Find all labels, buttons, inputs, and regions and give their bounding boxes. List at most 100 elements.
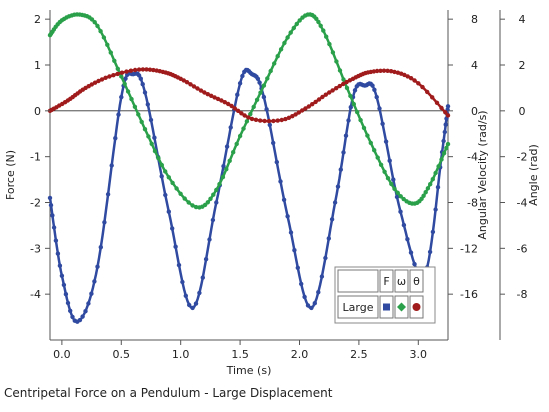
data-point [361, 125, 367, 131]
data-point [275, 54, 280, 59]
data-point [166, 209, 171, 214]
data-point [257, 80, 262, 85]
data-point [378, 162, 384, 167]
data-point [329, 217, 335, 222]
y-tick-label-force: -2 [30, 197, 41, 210]
data-point [184, 80, 190, 85]
y-tick-label-omega: -8 [467, 197, 478, 210]
data-point [195, 86, 200, 91]
data-point [313, 99, 318, 105]
data-point [261, 94, 267, 100]
series-group [47, 12, 451, 324]
data-point [182, 196, 187, 201]
data-point [55, 251, 61, 256]
data-point [170, 180, 175, 186]
data-point [430, 95, 435, 100]
data-point [96, 78, 101, 84]
data-point [170, 226, 175, 231]
y-axis-label-theta: Angle (rad) [527, 144, 540, 206]
data-point [445, 104, 451, 109]
data-point [235, 108, 241, 114]
data-point [344, 85, 350, 91]
data-point [187, 302, 192, 308]
y-tick-label-force: -4 [30, 288, 41, 301]
data-point [427, 249, 433, 255]
x-tick-label: 3.0 [410, 348, 428, 361]
data-point [107, 74, 112, 79]
data-point [124, 69, 129, 74]
series-omega [47, 12, 451, 210]
data-point [321, 28, 326, 33]
data-point [274, 159, 279, 165]
data-point [302, 294, 307, 300]
data-point [275, 118, 280, 123]
data-point [63, 292, 69, 297]
data-point [441, 151, 447, 156]
data-point [320, 94, 325, 100]
data-point [327, 90, 332, 95]
y-tick-label-omega: -4 [467, 151, 478, 164]
data-point [193, 204, 199, 210]
data-point [166, 175, 171, 180]
data-point [332, 200, 338, 205]
data-point [217, 181, 222, 187]
data-point [159, 162, 164, 168]
data-point [152, 135, 157, 140]
chart-caption: Centripetal Force on a Pendulum - Large … [4, 386, 333, 400]
axes-group: 0.0 0.5 1.0 1.5 2.0 2.5 3.0 Time (s) 2 1 0 -1 -2 -3 -4… [4, 13, 540, 377]
data-point [140, 82, 145, 87]
data-point [355, 109, 360, 115]
data-point [152, 148, 158, 154]
data-point [241, 126, 246, 131]
data-point [53, 238, 59, 243]
data-point [92, 279, 97, 284]
data-point [109, 163, 114, 168]
data-point [70, 314, 75, 320]
data-point [147, 67, 153, 72]
data-point [209, 93, 214, 99]
data-point [234, 141, 239, 147]
data-point [251, 104, 256, 110]
data-point [173, 244, 178, 249]
data-point [142, 90, 148, 95]
data-point [330, 50, 336, 55]
data-point [341, 81, 346, 87]
data-point [290, 114, 295, 119]
data-point [224, 144, 230, 149]
data-point [381, 68, 387, 73]
data-point [89, 82, 95, 87]
data-point [316, 19, 321, 25]
data-point [237, 133, 243, 139]
data-point [105, 192, 111, 197]
legend-marker-omega [397, 302, 406, 312]
data-point [258, 90, 263, 95]
data-point [288, 30, 293, 35]
series-force [47, 67, 451, 324]
data-point [435, 185, 441, 190]
data-point [326, 236, 331, 241]
data-point [261, 83, 267, 88]
data-point [434, 100, 440, 106]
data-point [443, 110, 448, 115]
data-point [136, 67, 142, 72]
data-point [214, 187, 219, 193]
data-point [267, 122, 272, 128]
y-tick-label-force: 0 [34, 105, 41, 118]
x-tick-label: 1.0 [172, 348, 190, 361]
y-tick-label-omega: -12 [460, 242, 478, 255]
data-point [148, 117, 154, 123]
legend-cell [379, 269, 394, 293]
data-point [215, 96, 221, 102]
data-point [305, 303, 311, 308]
legend-marker-theta [412, 303, 421, 311]
data-point [142, 127, 148, 132]
data-point [156, 156, 161, 161]
data-point [401, 222, 407, 228]
data-point [262, 118, 267, 124]
data-point [348, 105, 353, 110]
y-tick-label-theta: -6 [517, 242, 528, 255]
y-tick-label-theta: 0 [519, 105, 526, 118]
data-point [80, 314, 85, 319]
data-point [57, 263, 63, 268]
